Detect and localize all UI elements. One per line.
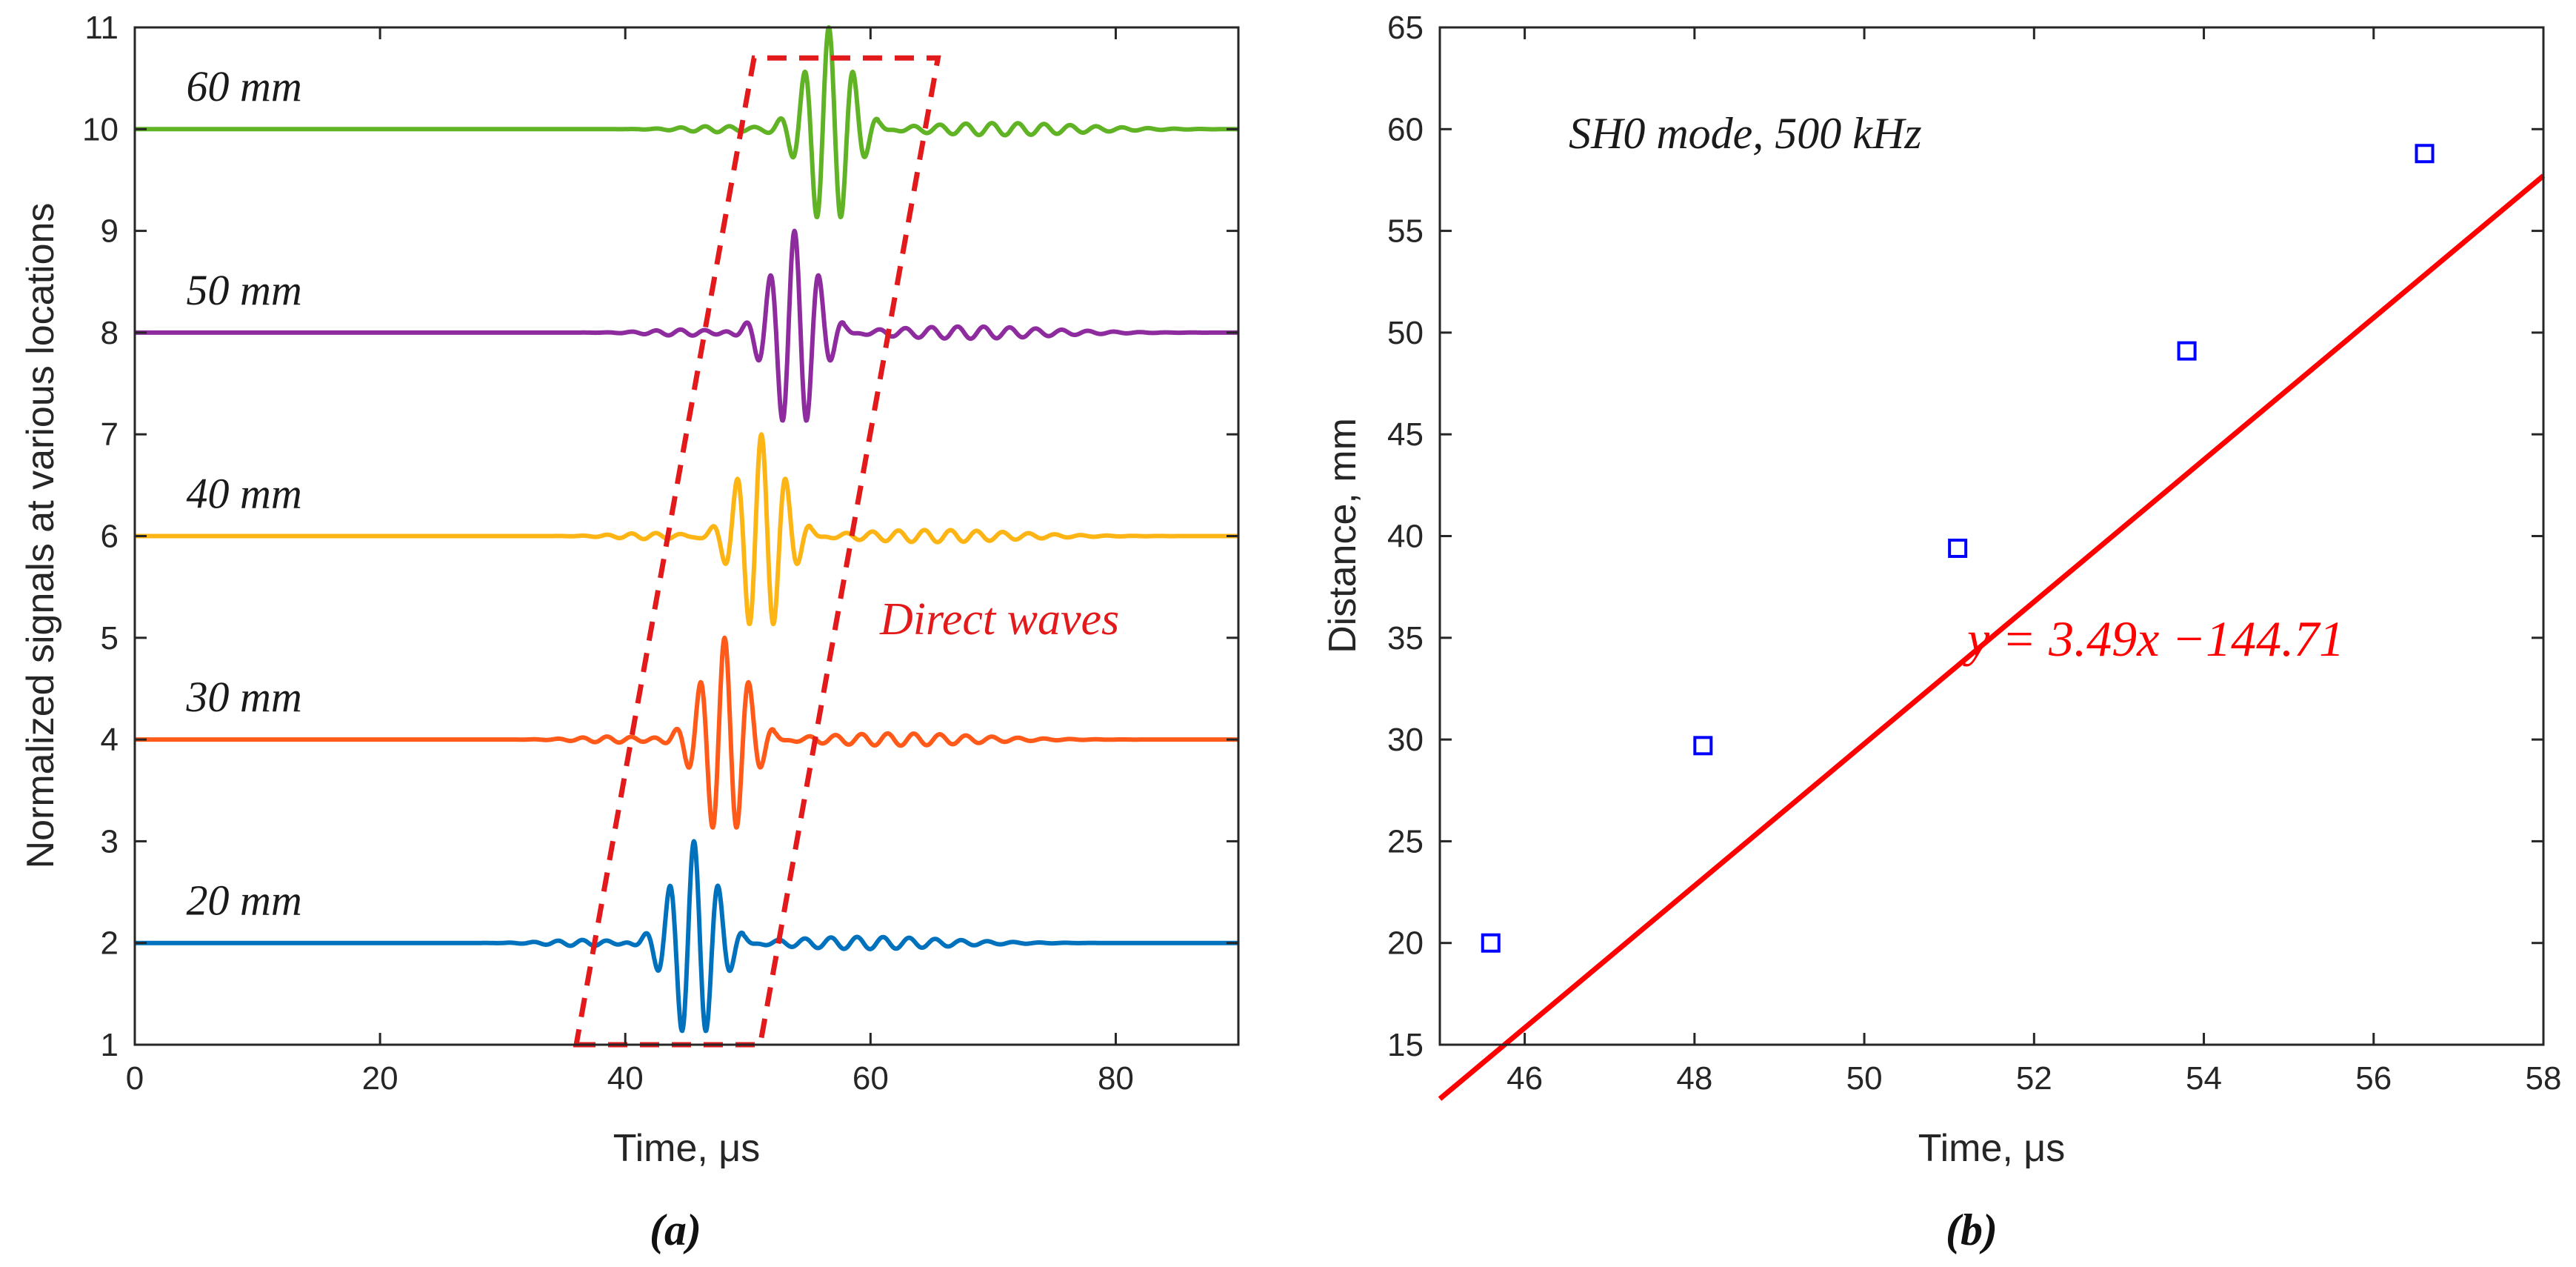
panel-a-traces <box>133 25 1241 1034</box>
y-tick-label-1: 1 <box>101 1027 119 1063</box>
y-tick-label-50: 50 <box>1387 315 1424 351</box>
y-tick-label-4: 4 <box>101 722 119 758</box>
panel-b-ticks: 46 48 50 52 54 56 58 15 20 25 30 35 40 45 50 55 60 65 <box>1387 10 2561 1097</box>
x-tick-label-0: 0 <box>126 1060 144 1097</box>
panel-a: 0 20 40 60 80 1 2 3 4 5 6 7 8 9 10 11 20 mm 30 mm 40 mm 50… <box>19 10 1241 1254</box>
x-tick-label-48: 48 <box>1676 1060 1712 1097</box>
y-tick-label-9: 9 <box>101 213 119 250</box>
y-tick-label-40: 40 <box>1387 519 1424 555</box>
y-tick-label-10: 10 <box>82 111 119 147</box>
data-point <box>2177 341 2197 361</box>
y-tick-label-65: 65 <box>1387 10 1424 46</box>
y-tick-label-15: 15 <box>1387 1027 1424 1063</box>
data-point <box>1948 538 1968 558</box>
x-tick-label-58: 58 <box>2526 1060 2562 1097</box>
x-tick-label-60: 60 <box>852 1060 889 1097</box>
trace-50-mm <box>133 228 1241 423</box>
y-tick-label-35: 35 <box>1387 620 1424 656</box>
fit-equation: y = 3.49x −144.71 <box>1963 611 2344 667</box>
panel-a-ticks: 0 20 40 60 80 1 2 3 4 5 6 7 8 9 10 11 <box>82 10 1238 1097</box>
data-point <box>1481 933 1501 953</box>
y-tick-label-20: 20 <box>1387 925 1424 962</box>
x-tick-label-56: 56 <box>2355 1060 2392 1097</box>
y-tick-label-25: 25 <box>1387 823 1424 859</box>
panel-b-points <box>1481 144 2435 953</box>
y-tick-label-5: 5 <box>101 620 119 656</box>
x-tick-label-52: 52 <box>2016 1060 2052 1097</box>
y-tick-label-6: 6 <box>101 519 119 555</box>
panel-b-plot-area <box>1440 27 2543 1045</box>
fit-line <box>1438 173 2546 1101</box>
x-tick-label-80: 80 <box>1098 1060 1134 1097</box>
y-tick-label-55: 55 <box>1387 213 1424 250</box>
data-point <box>1693 736 1713 756</box>
panel-a-y-axis-label: Normalized signals at various locations <box>19 203 62 869</box>
direct-waves-box <box>573 55 941 1048</box>
x-tick-label-54: 54 <box>2186 1060 2222 1097</box>
trace-20-mm <box>133 839 1241 1034</box>
direct-waves-annotation: Direct waves <box>879 594 1119 645</box>
y-tick-label-45: 45 <box>1387 416 1424 453</box>
panel-a-x-axis-label: Time, μs <box>613 1127 760 1170</box>
y-tick-label-11: 11 <box>84 10 119 46</box>
y-tick-label-2: 2 <box>101 925 119 962</box>
x-tick-label-20: 20 <box>362 1060 398 1097</box>
data-point <box>2415 144 2435 164</box>
y-tick-label-3: 3 <box>101 823 119 859</box>
panel-b-label: (b) <box>1946 1206 1998 1254</box>
trace-40-mm <box>133 432 1241 627</box>
x-tick-label-46: 46 <box>1506 1060 1543 1097</box>
panel-b-y-axis-label: Distance, mm <box>1321 418 1364 654</box>
panel-a-direct-waves-box <box>573 55 941 1048</box>
trace-label-40-mm: 40 mm <box>187 469 302 517</box>
panel-b: 46 48 50 52 54 56 58 15 20 25 30 35 40 45 50 55 60 65 SH0… <box>1321 10 2561 1254</box>
x-tick-label-40: 40 <box>607 1060 644 1097</box>
panel-a-trace-labels: 20 mm 30 mm 40 mm 50 mm 60 mm <box>186 62 302 924</box>
y-tick-label-60: 60 <box>1387 111 1424 147</box>
trace-label-60-mm: 60 mm <box>187 62 302 110</box>
trace-label-50-mm: 50 mm <box>187 266 302 314</box>
trace-60-mm <box>133 25 1241 219</box>
y-tick-label-8: 8 <box>101 315 119 351</box>
panel-b-fit-line <box>1438 173 2546 1101</box>
x-tick-label-50: 50 <box>1846 1060 1883 1097</box>
panel-a-label: (a) <box>650 1206 701 1254</box>
trace-label-30-mm: 30 mm <box>186 673 302 721</box>
panel-b-mode-annotation: SH0 mode, 500 kHz <box>1569 109 1922 158</box>
trace-label-20-mm: 20 mm <box>187 877 302 925</box>
y-tick-label-30: 30 <box>1387 722 1424 758</box>
panel-b-x-axis-label: Time, μs <box>1918 1127 2065 1170</box>
y-tick-label-7: 7 <box>101 416 119 453</box>
trace-30-mm <box>133 635 1241 830</box>
